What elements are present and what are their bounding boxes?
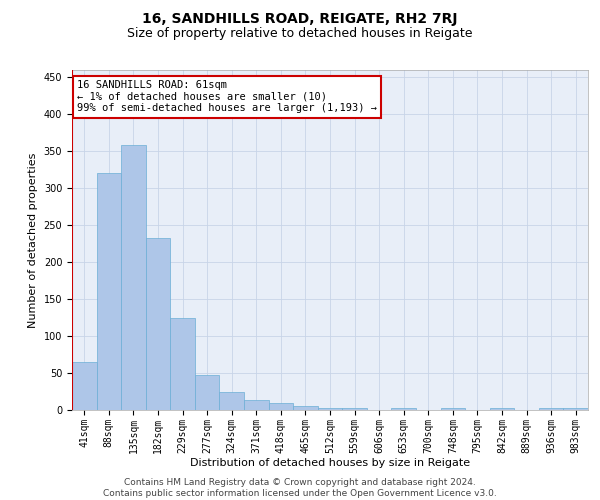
Text: Size of property relative to detached houses in Reigate: Size of property relative to detached ho… bbox=[127, 28, 473, 40]
Bar bbox=[539, 408, 563, 410]
Bar bbox=[146, 238, 170, 410]
Bar bbox=[269, 402, 293, 410]
Bar bbox=[220, 392, 244, 410]
Bar bbox=[244, 400, 269, 410]
X-axis label: Distribution of detached houses by size in Reigate: Distribution of detached houses by size … bbox=[190, 458, 470, 468]
Bar bbox=[170, 318, 195, 410]
Bar bbox=[195, 374, 220, 410]
Bar bbox=[563, 408, 588, 410]
Bar bbox=[490, 408, 514, 410]
Bar bbox=[97, 174, 121, 410]
Text: Contains HM Land Registry data © Crown copyright and database right 2024.
Contai: Contains HM Land Registry data © Crown c… bbox=[103, 478, 497, 498]
Text: 16 SANDHILLS ROAD: 61sqm
← 1% of detached houses are smaller (10)
99% of semi-de: 16 SANDHILLS ROAD: 61sqm ← 1% of detache… bbox=[77, 80, 377, 114]
Bar bbox=[121, 146, 146, 410]
Bar bbox=[293, 406, 318, 410]
Y-axis label: Number of detached properties: Number of detached properties bbox=[28, 152, 38, 328]
Bar bbox=[440, 408, 465, 410]
Bar bbox=[72, 362, 97, 410]
Bar bbox=[318, 408, 342, 410]
Bar bbox=[391, 408, 416, 410]
Bar bbox=[342, 408, 367, 410]
Text: 16, SANDHILLS ROAD, REIGATE, RH2 7RJ: 16, SANDHILLS ROAD, REIGATE, RH2 7RJ bbox=[142, 12, 458, 26]
